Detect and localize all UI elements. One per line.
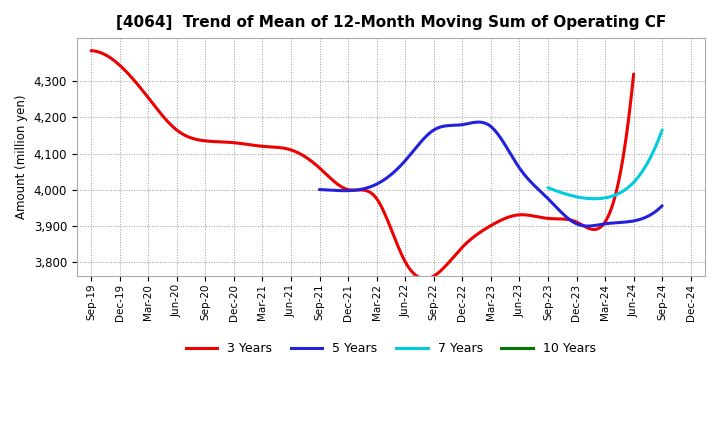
Title: [4064]  Trend of Mean of 12-Month Moving Sum of Operating CF: [4064] Trend of Mean of 12-Month Moving …: [116, 15, 666, 30]
Legend: 3 Years, 5 Years, 7 Years, 10 Years: 3 Years, 5 Years, 7 Years, 10 Years: [181, 337, 600, 360]
Y-axis label: Amount (million yen): Amount (million yen): [15, 95, 28, 220]
